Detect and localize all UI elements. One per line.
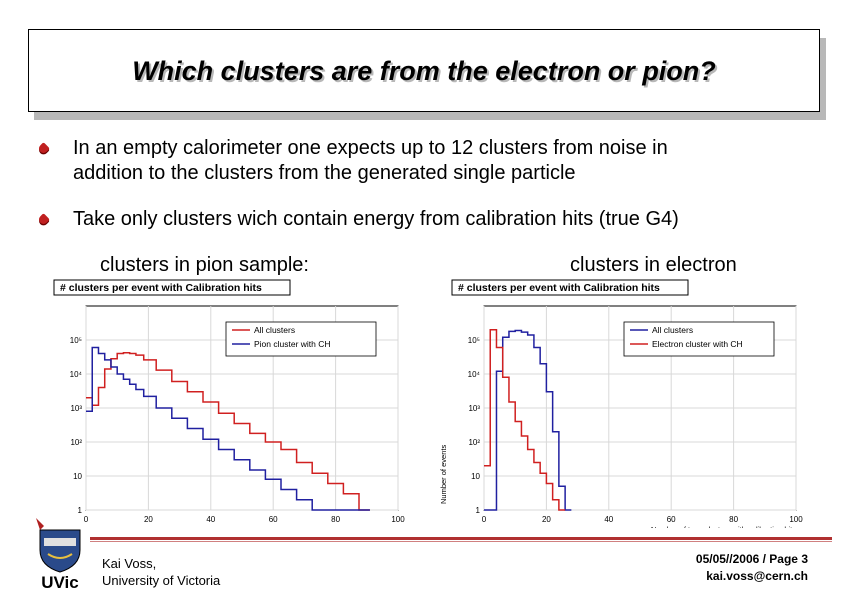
electron-sample-label: clusters in electron bbox=[570, 254, 737, 276]
x-tick-label: 80 bbox=[331, 515, 340, 524]
series-line-1 bbox=[484, 329, 566, 511]
x-tick-label: 20 bbox=[144, 515, 153, 524]
series-line-1 bbox=[86, 346, 370, 511]
chart-title-box bbox=[53, 279, 291, 296]
legend-label: Pion cluster with CH bbox=[254, 339, 331, 349]
y-tick-label: 10 bbox=[73, 472, 82, 481]
chart-title: # clusters per event with Calibration hi… bbox=[458, 282, 660, 294]
x-tick-label: 40 bbox=[604, 515, 613, 524]
y-tick-label: 10² bbox=[70, 438, 82, 447]
electron-cluster-histogram: # clusters per event with Calibration hi… bbox=[439, 279, 803, 528]
y-tick-label: 1 bbox=[78, 506, 83, 515]
page-title: Which clusters are from the electron or … bbox=[132, 56, 716, 86]
uvic-logo: UVic bbox=[36, 518, 81, 592]
bullet-icon bbox=[37, 142, 50, 155]
logo-text: UVic bbox=[41, 573, 79, 592]
x-tick-label: 0 bbox=[482, 515, 487, 524]
logo-book-icon bbox=[44, 538, 76, 546]
legend-label: All clusters bbox=[254, 325, 295, 335]
x-tick-label: 60 bbox=[269, 515, 278, 524]
bullet-line: Take only clusters wich contain energy f… bbox=[73, 208, 679, 230]
x-tick-label: 40 bbox=[206, 515, 215, 524]
y-axis-label: Number of events bbox=[439, 445, 448, 504]
footer-author: Kai Voss, bbox=[102, 556, 157, 571]
y-tick-label: 10⁴ bbox=[468, 370, 481, 379]
logo-wave-icon bbox=[47, 553, 73, 559]
pion-sample-label: clusters in pion sample: bbox=[100, 254, 309, 276]
x-tick-label: 0 bbox=[84, 515, 89, 524]
footer-divider-thin bbox=[90, 541, 832, 542]
logo-shield-icon bbox=[39, 529, 81, 573]
logo-flag-icon bbox=[36, 518, 44, 530]
chart-title-box bbox=[451, 279, 689, 296]
y-tick-label: 10 bbox=[471, 472, 480, 481]
x-tick-label: 100 bbox=[391, 515, 405, 524]
legend-label: Electron cluster with CH bbox=[652, 339, 743, 349]
y-tick-label: 10⁵ bbox=[468, 336, 480, 345]
footer-email: kai.voss@cern.ch bbox=[706, 569, 808, 583]
y-tick-label: 10⁴ bbox=[70, 370, 83, 379]
x-tick-label: 100 bbox=[789, 515, 803, 524]
x-tick-label: 80 bbox=[729, 515, 738, 524]
footer-info-block: 05/05//2006 / Page 3 kai.voss@cern.ch bbox=[696, 551, 808, 585]
y-tick-label: 10⁵ bbox=[70, 336, 82, 345]
footer-author-block: Kai Voss, University of Victoria bbox=[102, 555, 220, 589]
legend-label: All clusters bbox=[652, 325, 693, 335]
footer-date-page: 05/05//2006 / Page 3 bbox=[695, 552, 808, 566]
y-tick-label: 1 bbox=[476, 506, 481, 515]
bullet-calibration-hits: Take only clusters wich contain energy f… bbox=[37, 207, 813, 232]
x-tick-label: 60 bbox=[667, 515, 676, 524]
bullet-line: In an empty calorimeter one expects up t… bbox=[73, 137, 668, 159]
y-tick-label: 10² bbox=[468, 438, 480, 447]
y-tick-label: 10³ bbox=[70, 404, 82, 413]
pion-cluster-histogram: # clusters per event with Calibration hi… bbox=[53, 279, 405, 524]
footer-divider bbox=[90, 537, 832, 540]
x-axis-label: Number of topo clusters with calibration… bbox=[651, 525, 796, 528]
legend-box bbox=[623, 321, 775, 357]
legend-box bbox=[225, 321, 377, 357]
chart-title: # clusters per event with Calibration hi… bbox=[60, 282, 262, 294]
footer-institution: University of Victoria bbox=[102, 573, 221, 588]
bullet-noise-clusters: In an empty calorimeter one expects up t… bbox=[37, 136, 813, 186]
bullet-line: addition to the clusters from the genera… bbox=[73, 162, 576, 184]
bullet-icon bbox=[37, 213, 50, 226]
y-tick-label: 10³ bbox=[468, 404, 480, 413]
x-tick-label: 20 bbox=[542, 515, 551, 524]
title-box: Which clusters are from the electron or … bbox=[28, 29, 820, 112]
